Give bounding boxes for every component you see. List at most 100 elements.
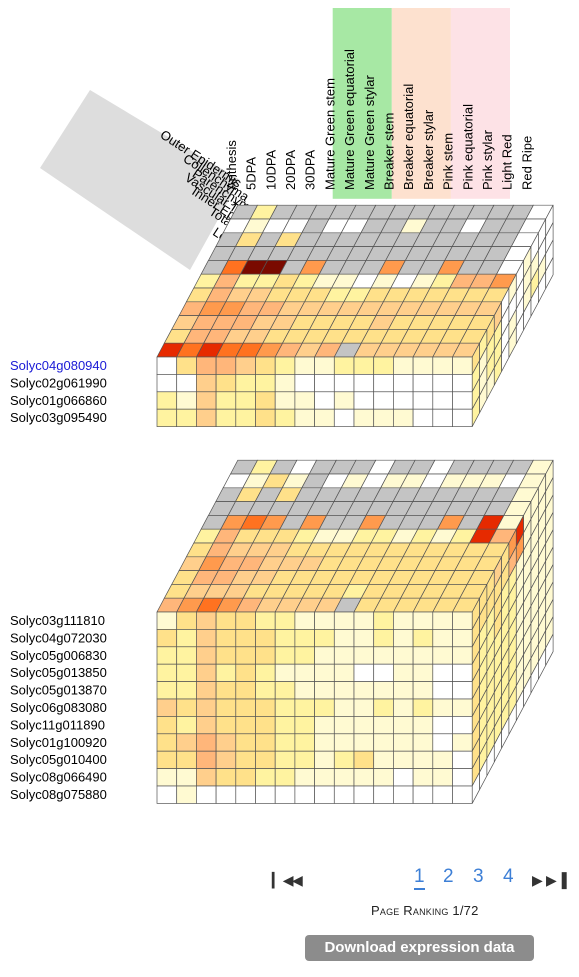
bottom-front-cell — [412, 646, 434, 665]
top-front-cell — [255, 391, 276, 410]
top-front-cell — [412, 356, 434, 375]
stage-label: Mature Green stylar — [362, 74, 377, 190]
bottom-front-cell — [353, 716, 375, 735]
bottom-front-cell — [412, 768, 434, 787]
top-front-cell — [353, 374, 375, 393]
stage-label: Breaker stem — [382, 113, 397, 190]
bottom-front-cell — [452, 611, 473, 630]
bottom-front-cell — [255, 785, 276, 804]
top-front-cell — [393, 408, 414, 427]
bottom-front-cell — [235, 750, 256, 769]
bottom-front-cell — [393, 698, 414, 717]
bottom-front-cell — [353, 785, 375, 804]
bottom-front-cell — [314, 629, 335, 648]
top-gene-label[interactable]: Solyc02g061990 — [10, 375, 107, 390]
stage-label: 10DPA — [263, 149, 278, 190]
top-front-cell — [176, 408, 197, 427]
top-front-cell — [314, 356, 335, 375]
top-front-cell — [373, 374, 394, 393]
bottom-front-cell — [176, 768, 197, 787]
download-expression-button[interactable]: Download expression data — [305, 935, 534, 961]
bottom-front-cell — [255, 646, 276, 665]
page-link-4[interactable]: 4 — [503, 866, 514, 887]
top-front-cell — [215, 391, 237, 410]
bottom-gene-label[interactable]: Solyc04g072030 — [10, 630, 107, 645]
bottom-front-cell — [452, 716, 473, 735]
bottom-front-cell — [393, 611, 414, 630]
bottom-front-cell — [196, 646, 217, 665]
top-front-cell — [333, 374, 355, 393]
page-link-3[interactable]: 3 — [473, 866, 484, 887]
bottom-gene-label[interactable]: Solyc05g010400 — [10, 752, 107, 767]
bottom-gene-label[interactable]: Solyc05g013870 — [10, 683, 107, 698]
bottom-front-cell — [314, 646, 335, 665]
stage-label: Pink equatorial — [460, 104, 475, 190]
bottom-front-cell — [452, 750, 473, 769]
bottom-gene-label[interactable]: Solyc08g066490 — [10, 770, 107, 785]
bottom-front-cell — [255, 681, 276, 700]
bottom-front-cell — [196, 716, 217, 735]
bottom-gene-label[interactable]: Solyc05g013850 — [10, 665, 107, 680]
top-gene-label[interactable]: Solyc01g066860 — [10, 393, 107, 408]
bottom-front-cell — [373, 611, 394, 630]
bottom-cube — [156, 459, 554, 804]
last-page-icon[interactable]: ▶▐ — [546, 872, 567, 888]
bottom-front-cell — [274, 733, 296, 752]
bottom-front-cell — [373, 750, 394, 769]
bottom-front-cell — [393, 663, 414, 682]
top-front-cell — [314, 408, 335, 427]
bottom-front-cell — [373, 733, 394, 752]
bottom-front-cell — [373, 681, 394, 700]
top-front-cell — [176, 391, 197, 410]
top-front-cell — [235, 391, 256, 410]
bottom-front-cell — [176, 629, 197, 648]
bottom-front-cell — [274, 768, 296, 787]
bottom-front-cell — [412, 663, 434, 682]
bottom-front-cell — [255, 733, 276, 752]
bottom-front-cell — [215, 629, 237, 648]
bottom-front-cell — [255, 663, 276, 682]
bottom-front-cell — [156, 663, 178, 682]
bottom-gene-label[interactable]: Solyc03g111810 — [10, 613, 105, 628]
bottom-gene-label[interactable]: Solyc01g100920 — [10, 735, 107, 750]
first-page-icon[interactable]: ▎◀ — [272, 872, 294, 888]
bottom-front-cell — [176, 611, 197, 630]
top-gene-label[interactable]: Solyc03g095490 — [10, 410, 107, 425]
stage-label: Pink stem — [441, 133, 456, 190]
bottom-front-cell — [432, 733, 453, 752]
previous-page-icon[interactable]: ◀ — [292, 872, 303, 888]
bottom-front-cell — [314, 698, 335, 717]
stage-label: Breaker equatorial — [401, 84, 416, 190]
bottom-gene-label[interactable]: Solyc11g011890 — [10, 717, 105, 732]
page-ranking: Page Ranking 1/72 — [371, 903, 479, 918]
bottom-front-cell — [255, 750, 276, 769]
top-front-cell — [393, 356, 414, 375]
bottom-front-cell — [294, 716, 315, 735]
bottom-front-cell — [274, 698, 296, 717]
bottom-front-cell — [333, 629, 355, 648]
top-front-cell — [255, 356, 276, 375]
stage-label: Pink stylar — [480, 129, 495, 190]
page-link-1[interactable]: 1 — [414, 866, 425, 890]
bottom-gene-label[interactable]: Solyc06g083080 — [10, 700, 107, 715]
top-front-cell — [196, 374, 217, 393]
top-gene-label[interactable]: Solyc04g080940 — [10, 358, 107, 373]
next-page-icon[interactable]: ▶ — [532, 872, 543, 888]
pink-band — [450, 8, 510, 199]
breaker-band — [391, 8, 451, 199]
bottom-front-cell — [294, 768, 315, 787]
top-front-cell — [156, 356, 178, 375]
bottom-front-cell — [196, 785, 217, 804]
page-link-2[interactable]: 2 — [443, 866, 454, 887]
bottom-front-cell — [156, 733, 178, 752]
bottom-front-cell — [393, 681, 414, 700]
bottom-front-cell — [196, 629, 217, 648]
bottom-front-cell — [452, 733, 473, 752]
top-front-cell — [294, 374, 315, 393]
bottom-front-cell — [255, 768, 276, 787]
top-front-cell — [294, 391, 315, 410]
top-front-cell — [215, 408, 237, 427]
bottom-gene-label[interactable]: Solyc08g075880 — [10, 787, 107, 802]
bottom-gene-label[interactable]: Solyc05g006830 — [10, 648, 107, 663]
top-front-cell — [255, 408, 276, 427]
